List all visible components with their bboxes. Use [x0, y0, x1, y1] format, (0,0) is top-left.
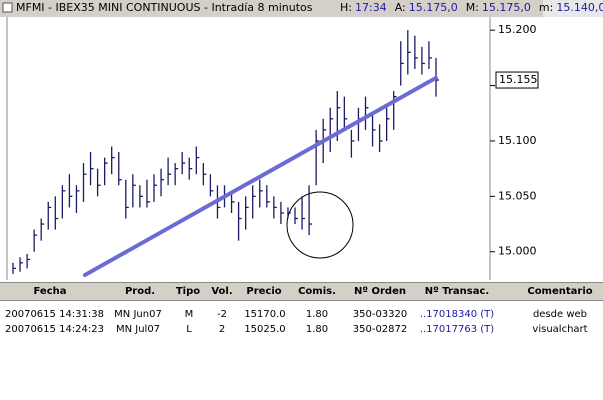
info-label: m: [539, 1, 553, 14]
table-cell: ..17018340 (T) [419, 309, 495, 320]
table-cell: 20070615 14:31:38 [5, 309, 104, 320]
last-price-box [495, 71, 539, 89]
column-header: Tipo [175, 286, 201, 297]
table-cell: 350-02872 [352, 324, 408, 335]
table-cell: 2 [218, 324, 226, 335]
column-header: Nº Transac. [424, 286, 490, 297]
menu-icon[interactable] [2, 2, 13, 13]
header-bar [0, 0, 543, 17]
info-value: 15.175,0 [409, 1, 458, 14]
y-tick-label: 15.200 [498, 23, 537, 36]
info-value: 15.175,0 [482, 1, 531, 14]
table-header: Fecha Prod. Tipo Vol. Precio Comis. Nº Orden Nº… [0, 282, 603, 301]
chart-title: MFMI - IBEX35 MINI CONTINUOUS - Intradía… [16, 1, 313, 14]
table-cell: 1.80 [305, 324, 329, 335]
info-value: 15.140,0 [556, 1, 603, 14]
table-cell: L [186, 324, 192, 335]
table-cell: desde web [532, 309, 588, 320]
table-cell: MN Jul07 [115, 324, 161, 335]
table-cell: M [184, 309, 194, 320]
header-buttons [543, 0, 603, 17]
table-cell: 20070615 14:24:23 [5, 324, 104, 335]
y-tick-label: 15.050 [498, 189, 537, 202]
orders-table: Fecha Prod. Tipo Vol. Precio Comis. Nº Orden Nº… [0, 282, 603, 400]
annotation-circle [286, 191, 354, 259]
table-cell: 15025.0 [244, 324, 286, 335]
info-label: H: [340, 1, 352, 14]
table-cell: ..17017763 (T) [419, 324, 495, 335]
column-header: Comentario [527, 286, 593, 297]
column-header: Prod. [124, 286, 156, 297]
chart: MFMI - IBEX35 MINI CONTINUOUS - Intradía… [0, 0, 603, 280]
table-cell: visualchart [532, 324, 588, 335]
info-label: M: [466, 1, 479, 14]
column-header: Precio [246, 286, 282, 297]
column-header: Fecha [33, 286, 67, 297]
last-price-label: 15.155 [499, 73, 538, 86]
table-cell: 1.80 [305, 309, 329, 320]
table-cell: -2 [217, 309, 227, 320]
column-header: Nº Orden [354, 286, 406, 297]
table-cell: MN Jun07 [114, 309, 162, 320]
info-label: A: [395, 1, 406, 14]
info-value: 17:34 [355, 1, 387, 14]
column-header: Comis. [298, 286, 336, 297]
y-tick-label: 15.100 [498, 134, 537, 147]
table-cell: 350-03320 [352, 309, 408, 320]
y-tick-label: 15.000 [498, 245, 537, 258]
table-cell: 15170.0 [244, 309, 286, 320]
column-header: Vol. [211, 286, 233, 297]
trendline [82, 75, 438, 277]
